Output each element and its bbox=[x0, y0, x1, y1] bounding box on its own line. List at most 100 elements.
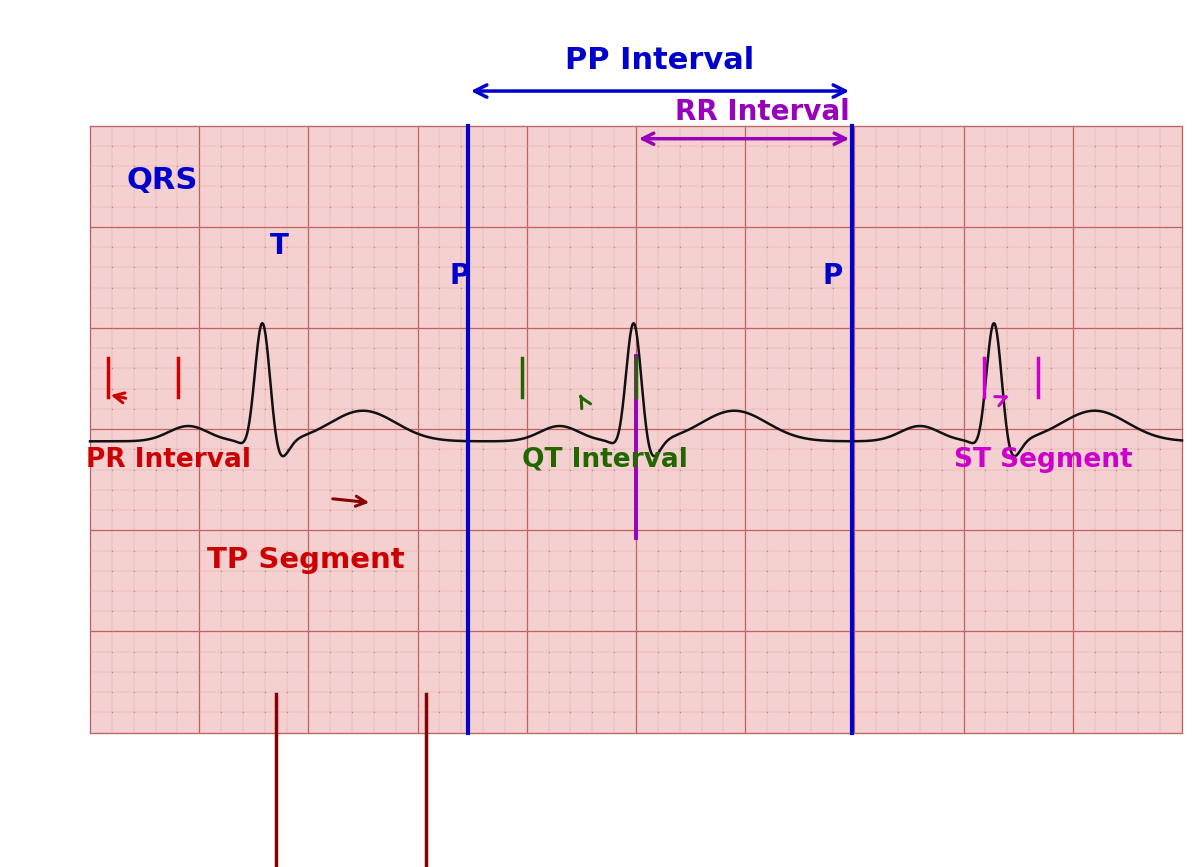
Point bbox=[670, 685, 689, 699]
Point bbox=[866, 584, 886, 598]
Point bbox=[779, 220, 798, 234]
Point bbox=[888, 463, 907, 477]
Point bbox=[888, 685, 907, 699]
Point bbox=[256, 584, 275, 598]
Point bbox=[714, 179, 733, 193]
Point bbox=[102, 604, 121, 618]
Point bbox=[299, 564, 318, 577]
Point bbox=[779, 564, 798, 577]
Point bbox=[823, 139, 842, 153]
Point bbox=[102, 422, 121, 436]
Point bbox=[954, 706, 973, 720]
Point bbox=[168, 665, 187, 679]
Point bbox=[277, 260, 296, 274]
Point bbox=[517, 260, 536, 274]
Point bbox=[233, 179, 252, 193]
Point bbox=[997, 139, 1016, 153]
Point bbox=[626, 220, 646, 234]
Point bbox=[888, 301, 907, 315]
Point bbox=[823, 301, 842, 315]
Point bbox=[757, 139, 776, 153]
Point bbox=[736, 139, 755, 153]
Point bbox=[823, 362, 842, 375]
Point bbox=[474, 483, 493, 497]
Point bbox=[168, 321, 187, 335]
Point bbox=[560, 362, 580, 375]
Point bbox=[342, 402, 361, 416]
Point bbox=[736, 645, 755, 659]
Point bbox=[408, 301, 427, 315]
Point bbox=[408, 706, 427, 720]
Point bbox=[1151, 706, 1170, 720]
Point bbox=[648, 422, 667, 436]
Point bbox=[474, 179, 493, 193]
Point bbox=[911, 220, 930, 234]
Point bbox=[146, 260, 166, 274]
Point bbox=[1106, 301, 1126, 315]
Point bbox=[779, 665, 798, 679]
Point bbox=[320, 645, 340, 659]
Point bbox=[648, 665, 667, 679]
Point bbox=[692, 220, 712, 234]
Point bbox=[168, 160, 187, 173]
Point bbox=[80, 240, 100, 254]
Point bbox=[714, 381, 733, 395]
Point bbox=[866, 139, 886, 153]
Point bbox=[1085, 362, 1104, 375]
Point bbox=[1063, 362, 1082, 375]
Point bbox=[670, 160, 689, 173]
Point bbox=[342, 503, 361, 517]
Point bbox=[320, 584, 340, 598]
Point bbox=[408, 503, 427, 517]
Point bbox=[299, 220, 318, 234]
Point bbox=[583, 544, 602, 557]
Point bbox=[474, 260, 493, 274]
Point bbox=[451, 624, 470, 638]
Point bbox=[168, 179, 187, 193]
Point bbox=[299, 604, 318, 618]
Point bbox=[517, 119, 536, 133]
Point bbox=[954, 321, 973, 335]
Point bbox=[124, 706, 143, 720]
Point bbox=[692, 281, 712, 295]
Point bbox=[299, 381, 318, 395]
Point bbox=[451, 240, 470, 254]
Point bbox=[211, 463, 230, 477]
Point bbox=[80, 281, 100, 295]
Point bbox=[517, 179, 536, 193]
Point bbox=[80, 645, 100, 659]
Point bbox=[911, 624, 930, 638]
Point bbox=[736, 381, 755, 395]
Point bbox=[233, 624, 252, 638]
Point bbox=[496, 281, 515, 295]
Point bbox=[517, 199, 536, 213]
Point bbox=[320, 564, 340, 577]
Point bbox=[1020, 220, 1039, 234]
Point bbox=[124, 685, 143, 699]
Point bbox=[911, 381, 930, 395]
Point bbox=[1063, 342, 1082, 355]
Point bbox=[605, 321, 624, 335]
Point bbox=[211, 624, 230, 638]
Point bbox=[146, 179, 166, 193]
Point bbox=[692, 665, 712, 679]
Point bbox=[517, 685, 536, 699]
Point bbox=[626, 321, 646, 335]
Point bbox=[539, 199, 558, 213]
Point bbox=[1129, 503, 1148, 517]
Point bbox=[190, 564, 209, 577]
Point bbox=[451, 119, 470, 133]
Point bbox=[517, 483, 536, 497]
Point bbox=[102, 139, 121, 153]
Point bbox=[605, 199, 624, 213]
Point bbox=[146, 483, 166, 497]
Point bbox=[605, 483, 624, 497]
Point bbox=[692, 321, 712, 335]
Point bbox=[714, 604, 733, 618]
Point bbox=[190, 463, 209, 477]
Point bbox=[233, 564, 252, 577]
Point bbox=[408, 119, 427, 133]
Point bbox=[845, 139, 864, 153]
Point bbox=[146, 584, 166, 598]
Point bbox=[1106, 645, 1126, 659]
